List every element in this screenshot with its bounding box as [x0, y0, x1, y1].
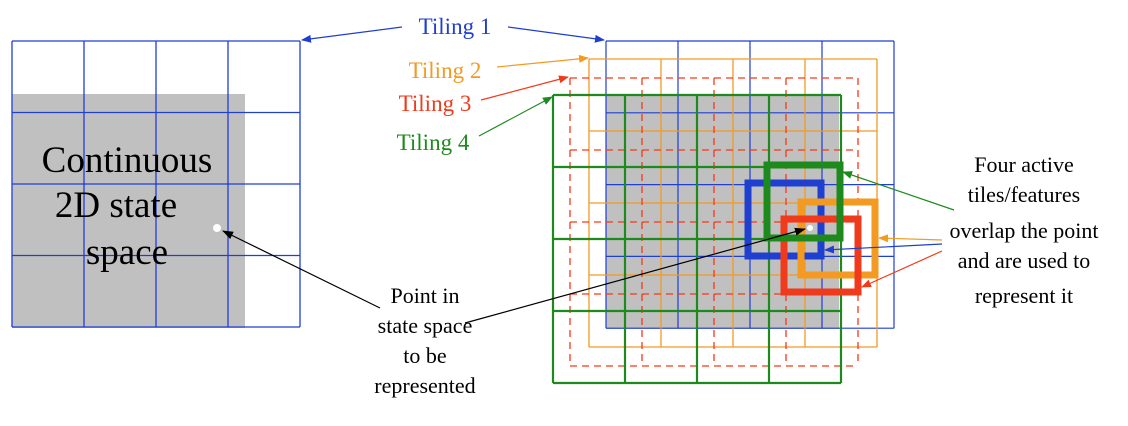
point-arrow-left	[222, 230, 381, 309]
active-tiles-line-4: and are used to	[958, 248, 1091, 273]
active-tile-tiling-3	[780, 215, 862, 296]
tiling-1-arrow-left	[301, 26, 403, 43]
tiling-2-label: Tiling 2	[409, 58, 482, 83]
tiling-4-arrow	[478, 96, 553, 137]
point-annotation-line-4: represented	[374, 373, 475, 398]
tiling-1-arrow-right	[507, 26, 605, 43]
point-annotation-line-3: to be	[403, 343, 446, 368]
active-arrow-red	[861, 250, 943, 288]
active-tile-tiling-4	[763, 161, 844, 242]
tiling-3-label: Tiling 3	[399, 91, 472, 116]
tiling-labels: Tiling 1 Tiling 2 Tiling 3 Tiling 4	[397, 14, 492, 155]
state-space-label-line-3: space	[86, 232, 168, 273]
tiling-1-label: Tiling 1	[419, 14, 492, 39]
left-panel: Continuous 2D state space	[11, 40, 301, 328]
active-arrow-green	[842, 171, 955, 211]
active-tiles-line-1: Four active	[974, 152, 1074, 177]
tiling-label-arrows	[301, 26, 605, 137]
tiling-1-grid-left	[11, 40, 301, 328]
active-tiles-line-2: tiles/features	[968, 182, 1080, 207]
point-arrow-right	[464, 227, 806, 324]
active-arrow-blue	[824, 243, 943, 254]
state-space-label-line-2: 2D state	[55, 185, 177, 226]
state-space-label-line-1: Continuous	[42, 140, 213, 181]
active-tiles-annotation: Four active tiles/features overlap the p…	[824, 152, 1099, 308]
active-tiles-line-5: represent it	[975, 283, 1073, 308]
right-panel	[551, 40, 895, 385]
active-arrow-orange	[878, 234, 943, 243]
point-marker-right	[807, 225, 813, 231]
point-marker-left	[213, 224, 221, 232]
tiling-3-arrow	[480, 75, 569, 101]
active-tiles-line-3: overlap the point	[949, 218, 1098, 243]
tiling-2-arrow	[496, 54, 589, 68]
point-annotation-line-2: state space	[378, 313, 473, 338]
point-annotation: Point in state space to be represented	[222, 227, 806, 398]
point-annotation-line-1: Point in	[390, 283, 459, 308]
state-space-region	[12, 94, 245, 328]
tiling-4-label: Tiling 4	[397, 130, 470, 155]
